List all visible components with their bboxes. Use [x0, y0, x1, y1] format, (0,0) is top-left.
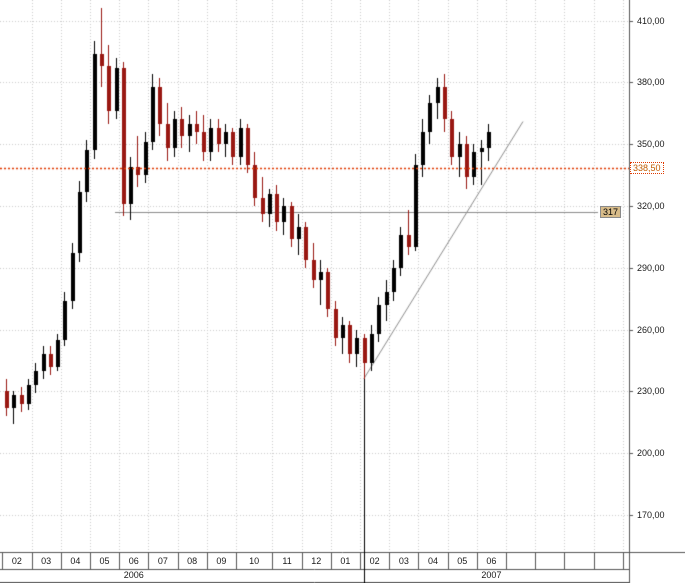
candlestick-chart-canvas[interactable]: [0, 0, 685, 583]
